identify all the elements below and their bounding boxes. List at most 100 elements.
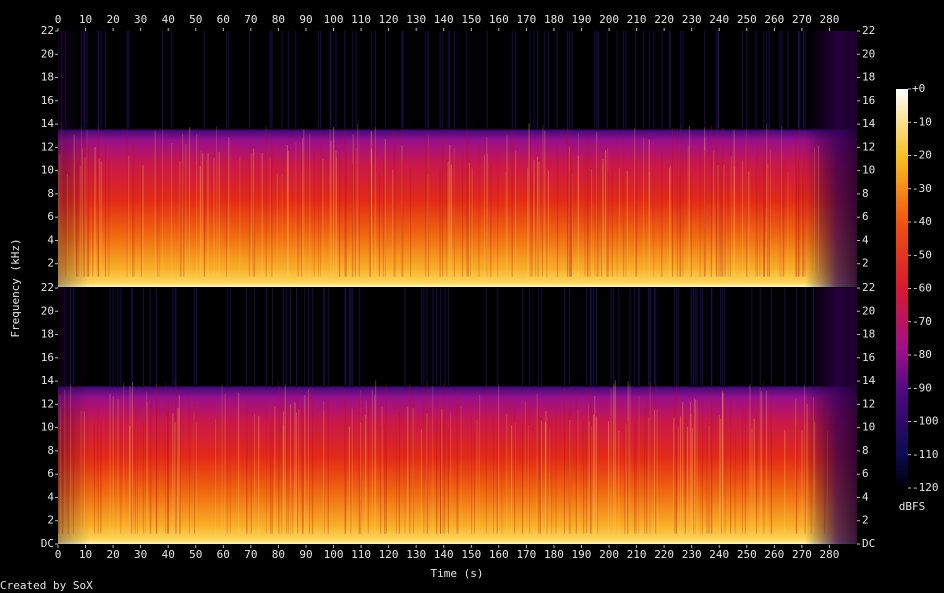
x-tick-label: 10	[79, 548, 92, 561]
x-tick-label-top: 200	[599, 13, 619, 26]
y-tick-label: 22	[41, 24, 54, 37]
x-tick-label-top: 30	[134, 13, 147, 26]
y-tick-label-right: 10	[862, 421, 875, 434]
x-tick-label-top: 240	[709, 13, 729, 26]
x-tick-label-top: 210	[627, 13, 647, 26]
y-tick-label-right: 2	[862, 257, 869, 270]
x-tick-label: 230	[682, 548, 702, 561]
x-tick-label: 0	[55, 548, 62, 561]
y-tick-label: DC	[41, 537, 54, 550]
x-tick-label-top: 130	[406, 13, 426, 26]
x-tick-label: 210	[627, 548, 647, 561]
y-tick-label-right: 6	[862, 210, 869, 223]
x-tick-label: 170	[516, 548, 536, 561]
x-tick-label: 120	[379, 548, 399, 561]
x-tick-label: 60	[217, 548, 230, 561]
x-tick-label-top: 110	[351, 13, 371, 26]
x-tick-label: 280	[820, 548, 840, 561]
x-tick-label-top: 230	[682, 13, 702, 26]
x-tick-label-top: 260	[764, 13, 784, 26]
colorbar-tick-label: -120	[912, 481, 939, 494]
y-tick-label-right: 4	[862, 490, 869, 503]
y-tick-label-right: 4	[862, 233, 869, 246]
x-tick-label: 20	[106, 548, 119, 561]
y-axis-label: Frequency (kHz)	[9, 238, 22, 337]
y-tick-label-right: DC	[862, 537, 875, 550]
y-tick-label-right: 14	[862, 117, 876, 130]
x-tick-label: 220	[654, 548, 674, 561]
y-tick-label-right: 14	[862, 374, 876, 387]
y-tick-label-right: 16	[862, 94, 875, 107]
x-tick-label-top: 90	[299, 13, 312, 26]
colorbar-tick-label: -50	[912, 248, 932, 261]
y-tick-label: 4	[47, 233, 54, 246]
x-tick-label-top: 10	[79, 13, 92, 26]
footer: Created by SoX	[0, 579, 93, 592]
y-tick-label: 12	[41, 140, 54, 153]
y-tick-label-right: 16	[862, 351, 875, 364]
y-tick-label-right: 2	[862, 514, 869, 527]
colorbar-tick-label: -30	[912, 182, 932, 195]
x-tick-label: 260	[764, 548, 784, 561]
y-tick-label-right: 18	[862, 328, 875, 341]
y-tick-label: 16	[41, 94, 54, 107]
colorbar-tick-label: -110	[912, 448, 939, 461]
y-tick-label: 2	[47, 257, 54, 270]
x-tick-label: 130	[406, 548, 426, 561]
x-tick-label-top: 0	[55, 13, 62, 26]
x-tick-label: 100	[324, 548, 344, 561]
y-tick-label: 10	[41, 164, 54, 177]
spectrogram-fade	[58, 31, 857, 287]
x-tick-label: 110	[351, 548, 371, 561]
x-tick-label-top: 280	[820, 13, 840, 26]
y-tick-label: 8	[47, 187, 54, 200]
y-tick-label: 4	[47, 490, 54, 503]
y-tick-label-right: 20	[862, 47, 875, 60]
x-tick-label: 270	[792, 548, 812, 561]
x-tick-label: 240	[709, 548, 729, 561]
y-tick-label: 16	[41, 351, 54, 364]
x-tick-label-top: 180	[544, 13, 564, 26]
y-tick-label: 6	[47, 210, 54, 223]
x-tick-label: 160	[489, 548, 509, 561]
x-tick-label-top: 170	[516, 13, 536, 26]
colorbar-tick-label: -10	[912, 115, 932, 128]
colorbar-tick-label: -70	[912, 315, 932, 328]
x-tick-label-top: 150	[461, 13, 481, 26]
y-tick-label: 14	[41, 117, 55, 130]
y-tick-label: 2	[47, 514, 54, 527]
colorbar-tick-label: -60	[912, 282, 932, 295]
x-tick-label-top: 20	[106, 13, 119, 26]
y-tick-label-right: 12	[862, 397, 875, 410]
x-tick-label-top: 50	[189, 13, 202, 26]
colorbar	[896, 89, 908, 488]
y-tick-label-right: 10	[862, 164, 875, 177]
x-tick-label-top: 220	[654, 13, 674, 26]
x-tick-label-top: 120	[379, 13, 399, 26]
x-tick-label: 50	[189, 548, 202, 561]
y-tick-label-right: 22	[862, 24, 875, 37]
colorbar-label: dBFS	[899, 500, 926, 513]
y-tick-label: 10	[41, 421, 54, 434]
y-tick-label: 8	[47, 444, 54, 457]
colorbar-tick-label: +0	[912, 82, 925, 95]
colorbar-tick-label: -90	[912, 381, 932, 394]
y-tick-label-right: 6	[862, 467, 869, 480]
plot-area	[58, 31, 857, 544]
y-tick-label: 20	[41, 304, 54, 317]
y-tick-label: 6	[47, 467, 54, 480]
y-tick-label: 18	[41, 71, 54, 84]
x-tick-label-top: 160	[489, 13, 509, 26]
colorbar-tick-label: -40	[912, 215, 932, 228]
spectrogram-fade	[58, 288, 857, 544]
y-tick-label: 18	[41, 328, 54, 341]
x-tick-label-top: 190	[572, 13, 592, 26]
y-tick-label-right: 22	[862, 281, 875, 294]
x-tick-label: 90	[299, 548, 312, 561]
x-tick-label: 180	[544, 548, 564, 561]
y-tick-label-right: 18	[862, 71, 875, 84]
x-tick-label: 200	[599, 548, 619, 561]
x-tick-label-top: 70	[244, 13, 257, 26]
x-tick-label-top: 100	[324, 13, 344, 26]
